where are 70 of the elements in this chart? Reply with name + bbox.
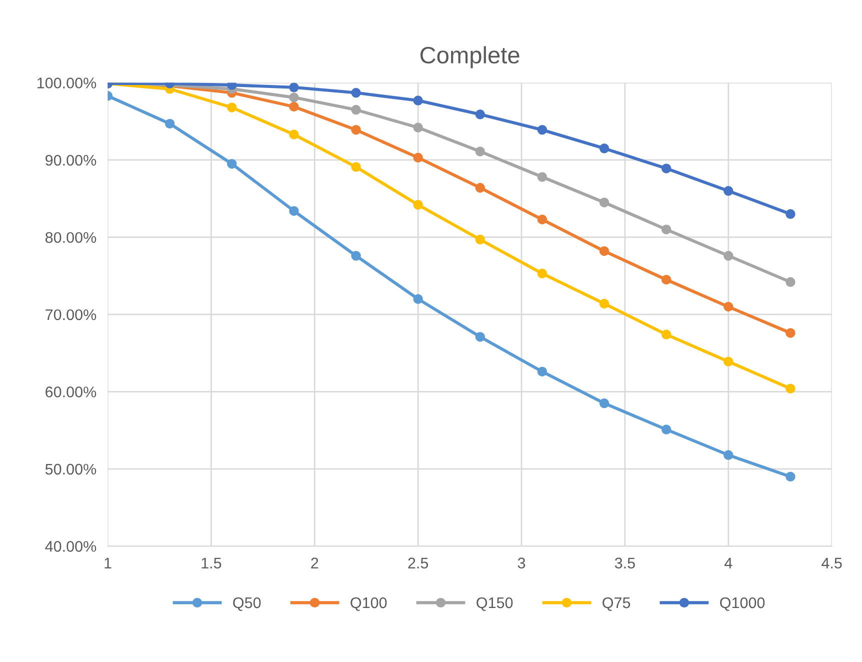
legend-label: Q100 xyxy=(350,597,387,611)
point xyxy=(227,158,237,169)
point xyxy=(164,118,175,129)
point xyxy=(537,366,548,376)
point xyxy=(475,332,485,342)
x-tick-label: 1 xyxy=(104,558,112,568)
point xyxy=(351,162,361,172)
x-tick-label: 4.5 xyxy=(822,558,842,568)
point xyxy=(599,246,610,256)
point xyxy=(599,144,610,154)
point xyxy=(724,356,734,366)
point xyxy=(289,102,299,112)
legend-label: Q50 xyxy=(233,597,261,611)
point xyxy=(786,472,796,482)
point xyxy=(786,328,796,338)
y-tick-label: 70.00% xyxy=(46,309,96,320)
point xyxy=(351,250,361,261)
point xyxy=(227,102,237,112)
point xyxy=(661,164,672,174)
chart-title: Complete xyxy=(420,46,520,68)
point xyxy=(289,82,299,92)
point xyxy=(351,88,361,98)
x-tick-label: 3.5 xyxy=(614,558,635,568)
point xyxy=(537,268,548,278)
x-tick-label: 1.5 xyxy=(202,558,222,568)
y-tick-label: 40.00% xyxy=(45,541,96,552)
y-tick-label: 50.00% xyxy=(45,464,96,475)
x-tick-label: 2 xyxy=(311,558,318,568)
point xyxy=(413,152,423,163)
point xyxy=(786,209,796,219)
point xyxy=(661,424,672,434)
point xyxy=(661,330,672,340)
y-tick-label: 60.00% xyxy=(46,386,96,398)
point xyxy=(475,110,485,120)
point xyxy=(537,214,548,224)
point xyxy=(227,82,237,90)
point xyxy=(661,224,672,234)
legend-label: Q150 xyxy=(476,597,513,611)
legend-label: Q1000 xyxy=(720,597,765,611)
point xyxy=(413,122,423,132)
point xyxy=(475,182,485,193)
point xyxy=(351,125,361,135)
x-tick-label: 3 xyxy=(518,558,526,568)
legend-label: Q75 xyxy=(602,597,630,611)
point xyxy=(724,450,734,460)
point xyxy=(599,298,610,308)
point xyxy=(289,130,299,140)
point xyxy=(289,92,299,102)
point xyxy=(599,198,610,208)
point xyxy=(475,234,485,244)
point xyxy=(786,277,796,287)
point xyxy=(289,206,299,216)
point xyxy=(786,384,796,394)
point xyxy=(413,294,423,304)
x-tick-label: 4 xyxy=(724,558,732,568)
point xyxy=(724,186,734,196)
point xyxy=(413,200,423,210)
point xyxy=(351,104,361,115)
x-tick-label: 2.5 xyxy=(408,558,428,568)
y-tick-label: 100.00% xyxy=(37,78,96,88)
point xyxy=(599,398,610,408)
point xyxy=(724,250,734,261)
y-tick-label: 90.00% xyxy=(46,154,96,166)
y-tick-label: 80.00% xyxy=(45,232,96,243)
point xyxy=(537,125,548,135)
point xyxy=(661,274,672,285)
point xyxy=(475,146,485,156)
point xyxy=(413,96,423,106)
point xyxy=(537,172,548,182)
point xyxy=(724,302,734,312)
